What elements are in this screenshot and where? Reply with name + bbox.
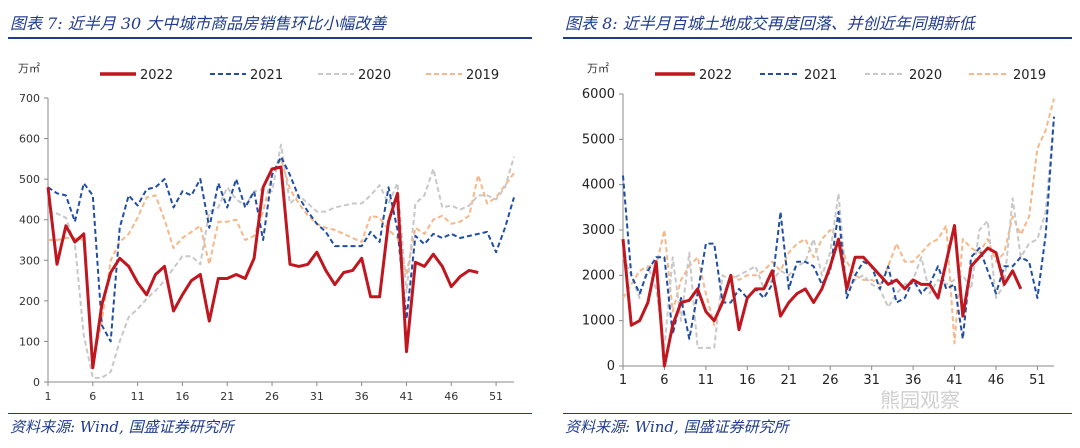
x-tick-label: 51 xyxy=(1029,373,1046,388)
chart-title: 图表 8: 近半月百城土地成交再度回落、并创近年同期新低 xyxy=(565,14,975,33)
series-line-2022 xyxy=(46,165,479,370)
title-divider xyxy=(8,37,532,39)
source-divider xyxy=(563,413,1072,414)
legend-label-2019: 2019 xyxy=(466,68,499,83)
y-tick-label: 300 xyxy=(19,254,40,267)
x-tick-label: 31 xyxy=(863,373,880,388)
x-tick-label: 41 xyxy=(946,373,963,388)
x-tick-label: 36 xyxy=(905,373,922,388)
watermark-text: 熊园观察 xyxy=(880,388,960,412)
legend-label-2022: 2022 xyxy=(699,68,732,83)
x-tick-label: 26 xyxy=(822,373,839,388)
y-tick-label: 700 xyxy=(19,92,40,105)
y-tick-label: 0 xyxy=(33,376,40,389)
y-tick-label: 100 xyxy=(19,335,40,348)
legend-label-2022: 2022 xyxy=(140,68,173,83)
series-line-2022 xyxy=(621,224,1023,368)
y-tick-label: 0 xyxy=(607,359,615,374)
legend-label-2021: 2021 xyxy=(250,68,283,83)
x-tick-label: 1 xyxy=(45,390,52,403)
y-tick-label: 3000 xyxy=(582,223,615,238)
series-line-2019 xyxy=(622,98,1055,345)
y-tick-label: 1000 xyxy=(582,314,615,329)
chart-panel-sales: 图表 7: 近半月 30 大中城市商品房销售环比小幅改善 万㎡ 0 100 200 30… xyxy=(8,14,532,436)
series-line-2020 xyxy=(622,116,1055,349)
x-tick-label: 21 xyxy=(780,373,797,388)
x-tick-label: 36 xyxy=(355,390,369,403)
x-tick-label: 6 xyxy=(660,373,668,388)
y-axis-unit: 万㎡ xyxy=(18,62,40,75)
x-tick-label: 41 xyxy=(399,390,413,403)
y-tick-label: 600 xyxy=(19,133,40,146)
x-tick-label: 46 xyxy=(444,390,458,403)
y-tick-label: 400 xyxy=(19,214,40,227)
y-tick-label: 4000 xyxy=(582,178,615,193)
x-tick-label: 11 xyxy=(131,390,145,403)
x-tick-label: 1 xyxy=(619,373,627,388)
series-line-2020 xyxy=(47,143,515,379)
source-divider xyxy=(8,413,532,414)
y-tick-label: 2000 xyxy=(582,268,615,283)
y-tick-label: 200 xyxy=(19,295,40,308)
legend-label-2021: 2021 xyxy=(804,68,837,83)
x-tick-label: 6 xyxy=(89,390,96,403)
source-note: 资料来源: Wind, 国盛证券研究所 xyxy=(565,418,789,436)
chart-title: 图表 7: 近半月 30 大中城市商品房销售环比小幅改善 xyxy=(10,14,387,33)
x-tick-label: 21 xyxy=(220,390,234,403)
y-axis-unit: 万㎡ xyxy=(587,62,609,75)
x-tick-label: 46 xyxy=(988,373,1005,388)
y-tick-label: 500 xyxy=(19,173,40,186)
x-tick-label: 51 xyxy=(489,390,503,403)
y-tick-label: 5000 xyxy=(582,132,615,147)
x-tick-label: 31 xyxy=(310,390,324,403)
legend-label-2019: 2019 xyxy=(1013,68,1046,83)
x-tick-label: 16 xyxy=(739,373,756,388)
x-tick-label: 16 xyxy=(175,390,189,403)
chart-panel-land: 图表 8: 近半月百城土地成交再度回落、并创近年同期新低 万㎡ 0 1000 2000… xyxy=(555,0,1080,448)
legend-label-2020: 2020 xyxy=(358,68,391,83)
x-tick-label: 26 xyxy=(265,390,279,403)
x-tick-label: 11 xyxy=(698,373,715,388)
source-note: 资料来源: Wind, 国盛证券研究所 xyxy=(10,418,234,436)
title-divider xyxy=(563,37,1072,39)
legend-label-2020: 2020 xyxy=(909,68,942,83)
y-tick-label: 6000 xyxy=(582,87,615,102)
series-line-2021 xyxy=(47,155,515,343)
